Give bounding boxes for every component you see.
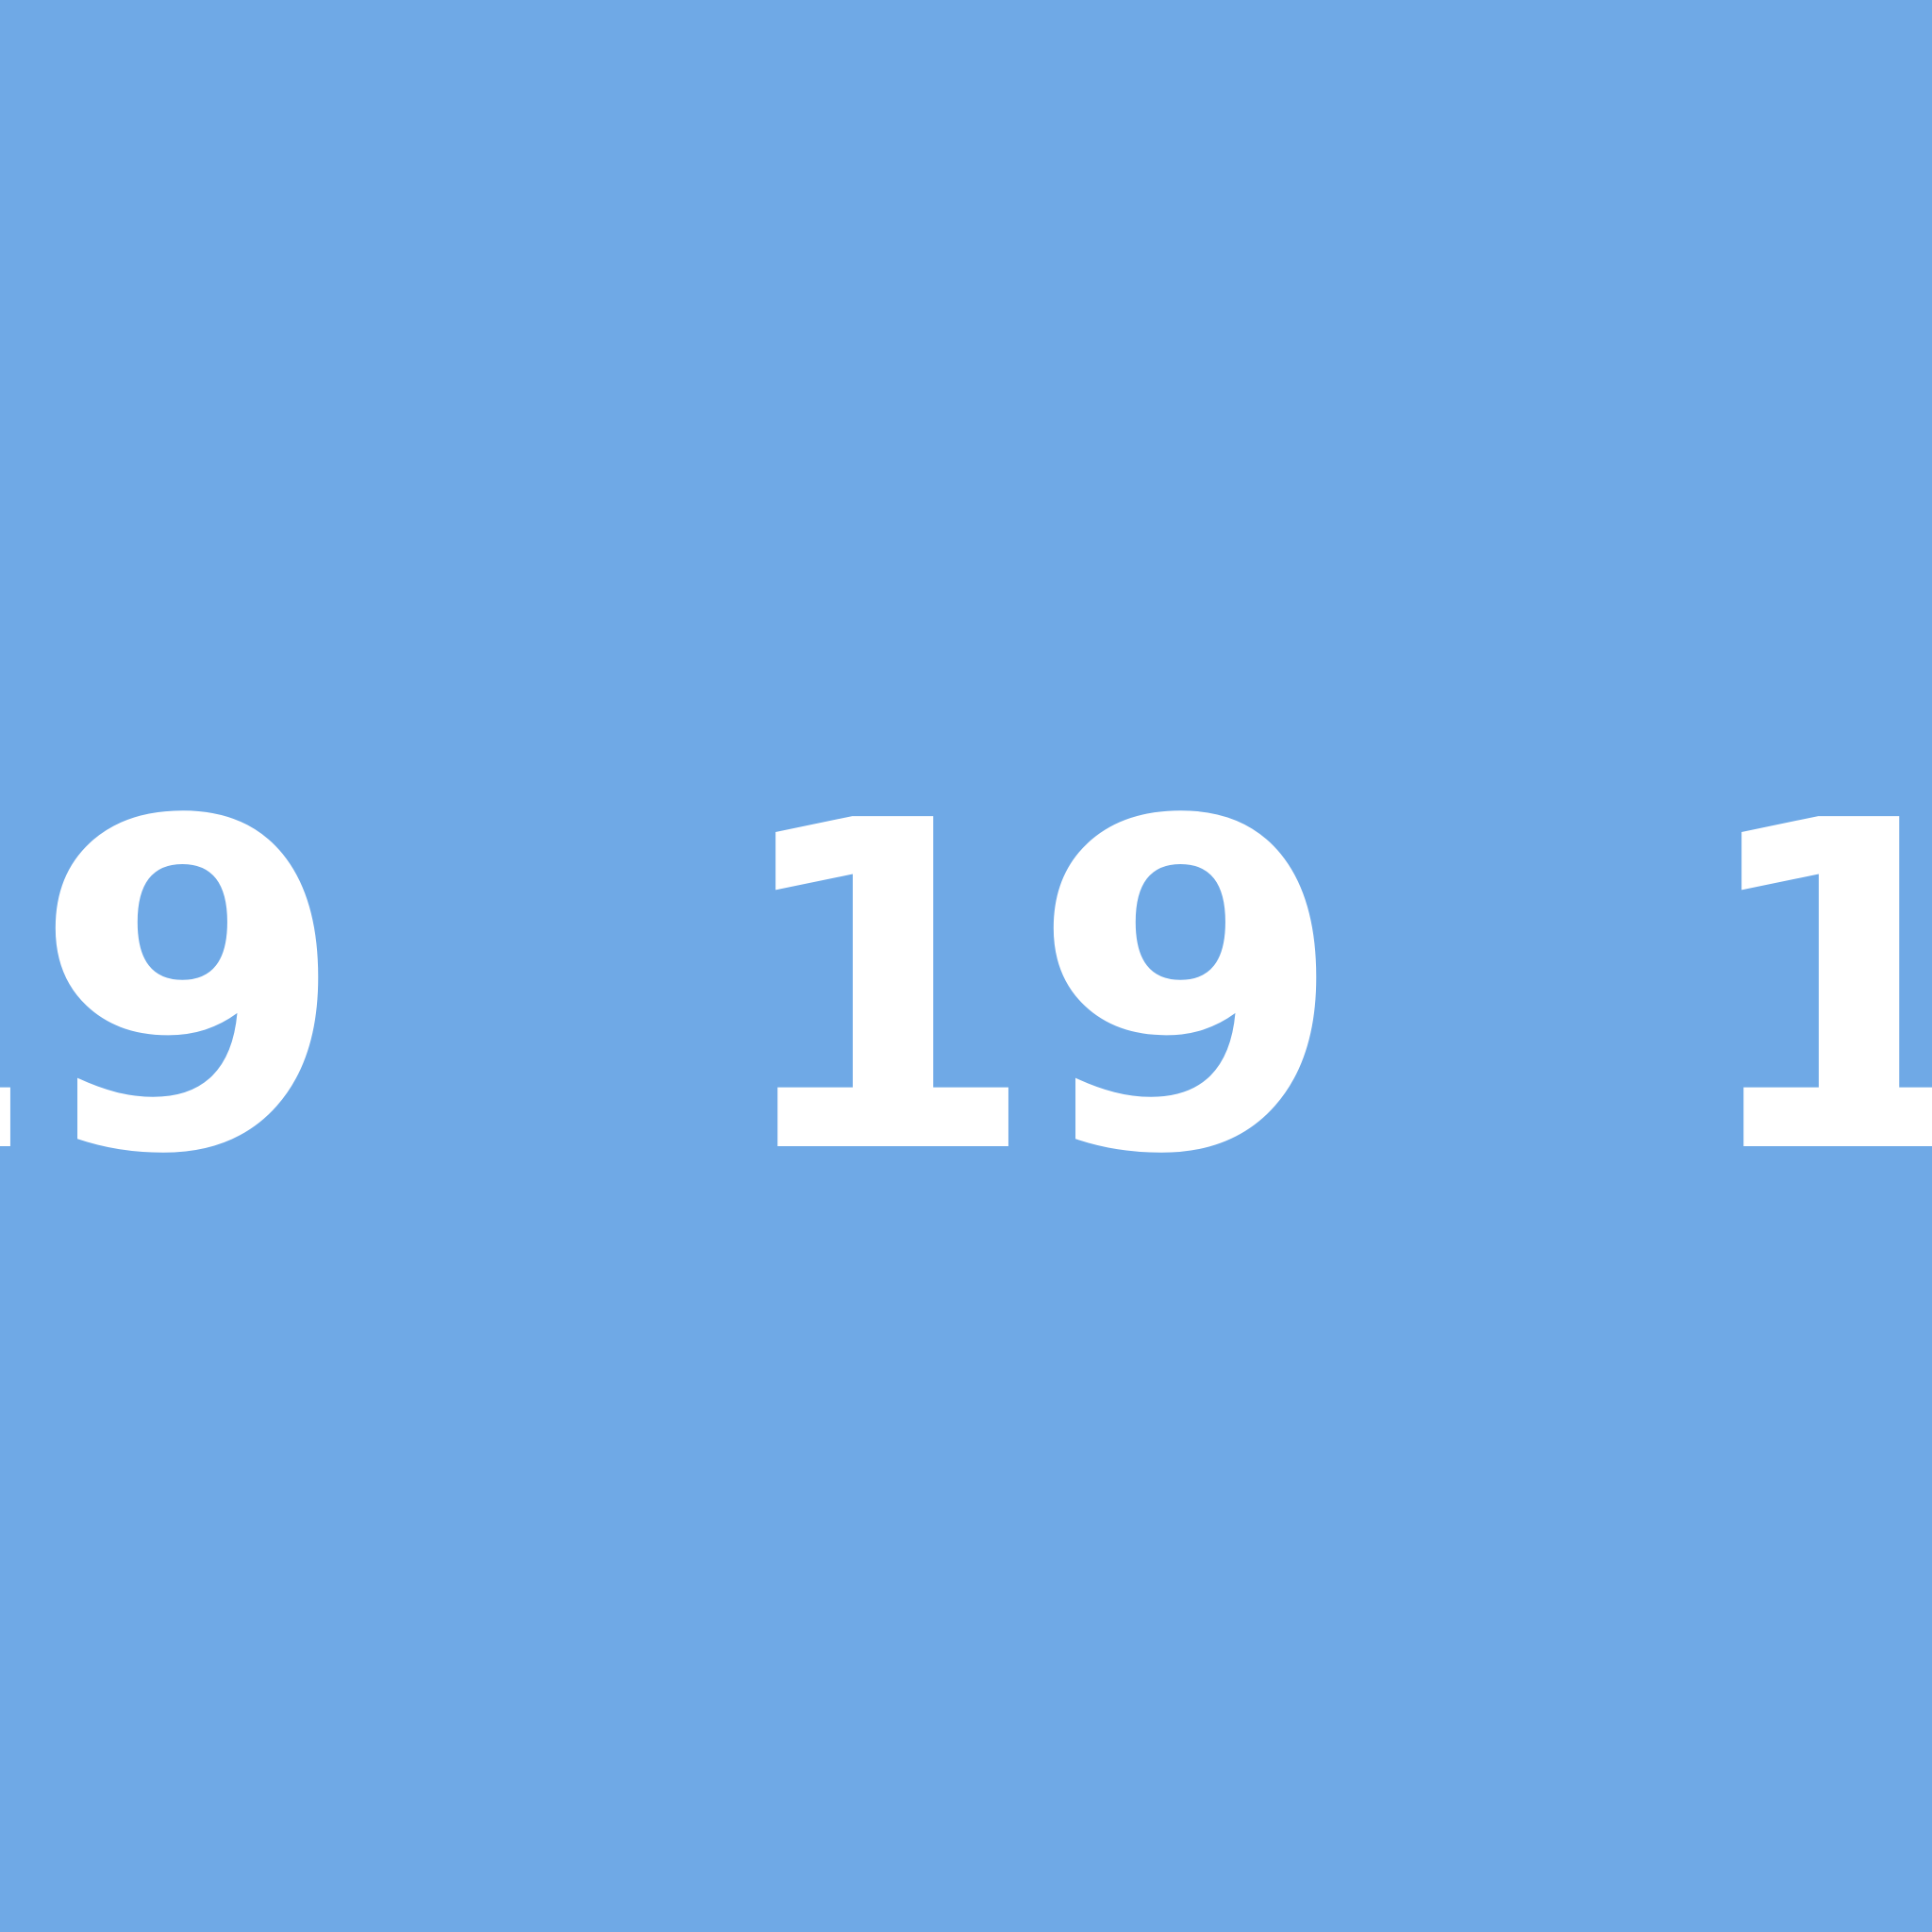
number-label-center: 19 bbox=[724, 726, 1345, 1254]
number-label-right: 19 bbox=[1690, 726, 1932, 1254]
number-label-left: 19 bbox=[0, 726, 347, 1254]
